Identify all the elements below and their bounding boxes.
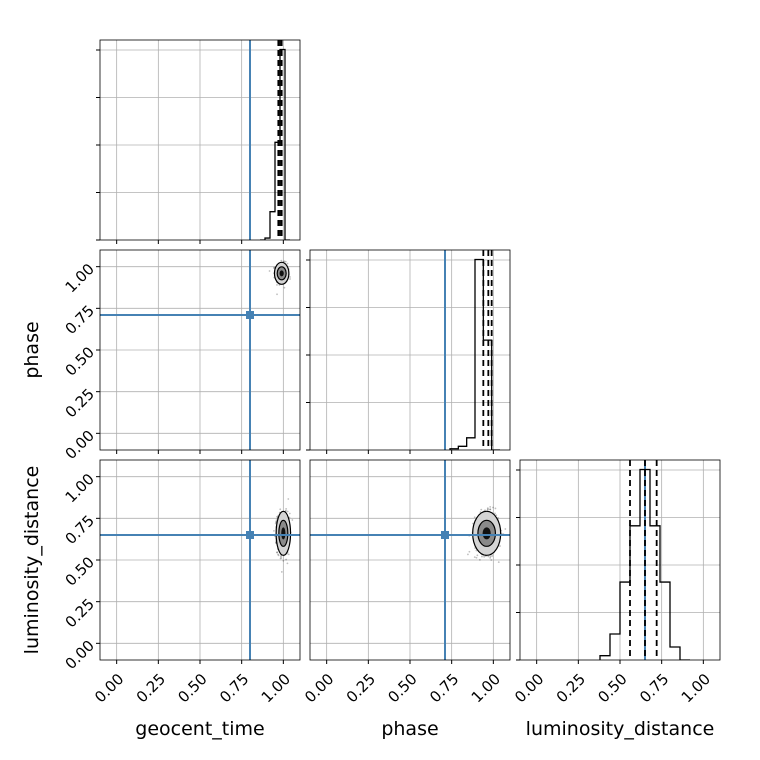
- histogram-bar: [610, 634, 620, 660]
- contour-core: [279, 270, 284, 277]
- scatter-point: [475, 556, 478, 559]
- histogram-bar: [650, 526, 660, 660]
- scatter-point: [486, 507, 489, 510]
- scatter-point: [283, 286, 286, 289]
- scatter-point: [282, 559, 285, 562]
- scatter-point: [478, 558, 481, 561]
- scatter-point: [473, 556, 476, 559]
- scatter-point: [279, 508, 282, 511]
- scatter-point: [291, 519, 294, 521]
- scatter-point: [276, 515, 278, 518]
- scatter-point: [276, 284, 278, 286]
- scatter-point: [289, 278, 291, 280]
- scatter-point: [284, 260, 287, 263]
- scatter-point: [489, 508, 491, 511]
- scatter-point: [287, 498, 290, 500]
- scatter-point: [274, 522, 277, 525]
- scatter-point: [286, 262, 289, 265]
- scatter-point: [492, 506, 494, 509]
- histogram-bar: [475, 260, 483, 450]
- contour-core: [482, 527, 491, 540]
- scatter-point: [486, 509, 489, 512]
- scatter-point: [280, 571, 283, 573]
- panel-phase-hist: [306, 249, 511, 454]
- contour-core: [281, 527, 286, 540]
- histogram-bar: [467, 438, 475, 450]
- scatter-point: [286, 510, 289, 513]
- scatter-point: [280, 557, 283, 559]
- scatter-point: [285, 507, 288, 510]
- scatter-point: [279, 555, 282, 558]
- x-axis-label-geocent-time: geocent_time: [135, 718, 264, 740]
- scatter-point: [276, 551, 278, 554]
- scatter-point: [480, 508, 483, 511]
- scatter-point: [483, 555, 486, 558]
- scatter-point: [283, 260, 286, 263]
- histogram-bar: [670, 647, 680, 660]
- y-axis-label-phase: phase: [21, 321, 43, 378]
- scatter-point: [504, 528, 507, 530]
- scatter-point: [481, 555, 483, 558]
- scatter-point: [499, 545, 501, 547]
- scatter-point: [468, 550, 471, 553]
- x-axis-label-phase: phase: [381, 718, 438, 740]
- scatter-point: [497, 517, 500, 519]
- scatter-point: [487, 555, 490, 558]
- scatter-point: [277, 553, 279, 556]
- scatter-point: [491, 555, 494, 557]
- scatter-point: [285, 558, 288, 561]
- truth-marker: [441, 531, 449, 539]
- scatter-point: [489, 557, 492, 559]
- scatter-point: [489, 508, 492, 511]
- scatter-point: [276, 293, 278, 296]
- scatter-point: [497, 561, 500, 564]
- histogram-bar: [630, 526, 640, 660]
- x-axis-label-luminosity-distance: luminosity_distance: [526, 718, 715, 740]
- histogram-bar: [620, 582, 630, 660]
- scatter-point: [286, 562, 289, 565]
- scatter-point: [476, 554, 479, 557]
- y-axis-label-luminosity-distance: luminosity_distance: [21, 466, 43, 655]
- scatter-point: [490, 559, 493, 561]
- scatter-point: [276, 551, 278, 554]
- scatter-point: [277, 554, 280, 557]
- truth-marker: [246, 311, 254, 319]
- histogram-bar: [270, 212, 275, 240]
- scatter-point: [280, 259, 283, 262]
- histogram-bar: [600, 656, 610, 660]
- scatter-point: [279, 557, 282, 560]
- scatter-point: [287, 553, 290, 556]
- scatter-point: [284, 509, 287, 512]
- scatter-point: [487, 508, 489, 511]
- scatter-point: [494, 512, 496, 515]
- scatter-point: [494, 507, 497, 510]
- scatter-point: [289, 276, 291, 278]
- histogram-bar: [660, 582, 670, 660]
- histogram-step: [599, 468, 690, 660]
- scatter-point: [484, 509, 486, 512]
- scatter-point: [288, 512, 291, 515]
- scatter-point: [268, 270, 271, 272]
- scatter-point: [273, 530, 275, 532]
- scatter-point: [467, 553, 469, 556]
- histogram-bar: [458, 446, 466, 450]
- truth-marker: [246, 531, 254, 539]
- scatter-point: [489, 555, 492, 558]
- scatter-point: [489, 505, 492, 508]
- histogram-step: [260, 48, 290, 240]
- scatter-point: [473, 516, 476, 519]
- scatter-point: [273, 266, 275, 269]
- panel-geocent_time-hist: [96, 39, 301, 244]
